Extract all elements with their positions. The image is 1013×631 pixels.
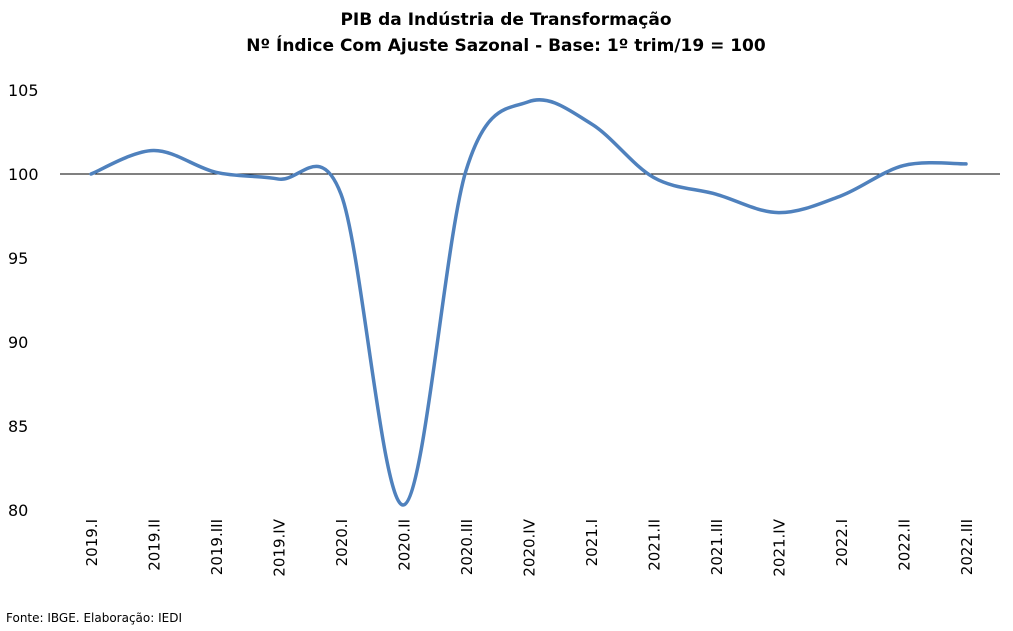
chart-title: PIB da Indústria de Transformação (340, 10, 671, 30)
series-line (89, 98, 968, 507)
chart-subtitle: Nº Índice Com Ajuste Sazonal - Base: 1º … (246, 34, 766, 56)
x-tick-label: 2019.II (146, 519, 164, 571)
x-tick-label: 2021.III (708, 519, 726, 575)
x-tick-label: 2022.II (896, 519, 914, 571)
x-tick-label: 2022.III (958, 519, 976, 575)
x-tick-label: 2020.III (458, 519, 476, 575)
y-tick-label: 95 (8, 249, 28, 268)
x-tick-label: 2022.I (833, 519, 851, 566)
x-tick-label: 2020.I (333, 519, 351, 566)
x-axis: 2019.I 2019.II 2019.III 2019.IV 2020.I 2020.I… (83, 518, 976, 576)
y-tick-label: 90 (8, 333, 28, 352)
y-tick-label: 105 (8, 81, 39, 100)
source-note: Fonte: IBGE. Elaboração: IEDI (6, 611, 183, 625)
x-tick-label: 2021.I (583, 519, 601, 566)
y-tick-label: 100 (8, 165, 39, 184)
x-tick-label: 2020.IV (521, 518, 539, 576)
y-axis: 80 85 90 95 100 105 (8, 81, 1000, 520)
x-tick-label: 2021.II (646, 519, 664, 571)
x-tick-label: 2019.I (83, 519, 101, 566)
x-tick-label: 2020.II (396, 519, 414, 571)
x-tick-label: 2019.IV (271, 518, 289, 576)
x-tick-label: 2019.III (208, 519, 226, 575)
y-tick-label: 85 (8, 417, 28, 436)
series-layer (89, 98, 968, 507)
x-tick-label: 2021.IV (771, 518, 789, 576)
y-tick-label: 80 (8, 501, 28, 520)
